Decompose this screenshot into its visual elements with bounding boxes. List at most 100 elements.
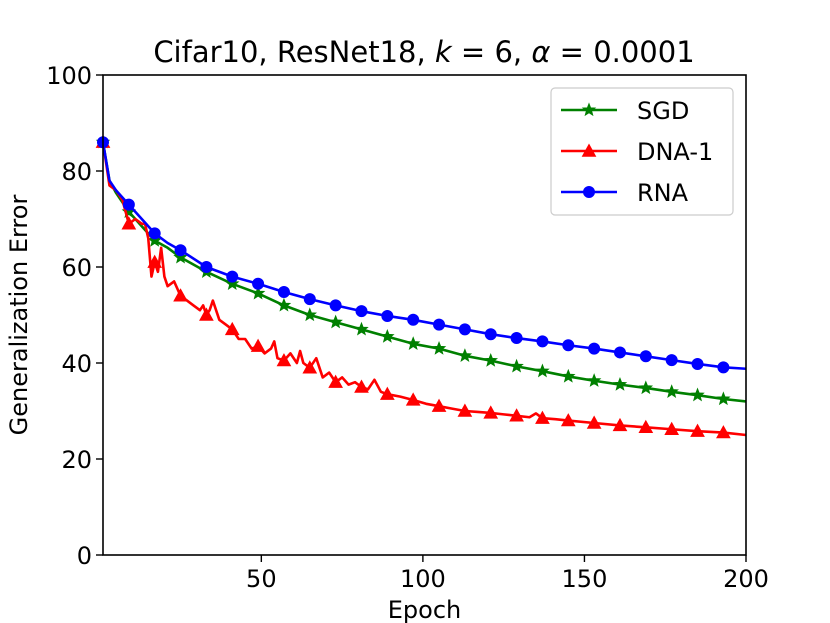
y-tick-label: 40 — [61, 350, 92, 378]
data-point — [588, 342, 601, 355]
legend-item: RNA — [561, 179, 689, 207]
data-point — [433, 318, 446, 331]
data-point — [664, 421, 680, 435]
plot-frame — [102, 74, 747, 556]
data-point — [355, 305, 368, 318]
data-point — [716, 425, 731, 439]
legend-marker — [581, 102, 597, 117]
y-tick-label: 80 — [61, 158, 92, 186]
data-point — [354, 379, 369, 393]
data-point — [328, 374, 343, 388]
data-point — [431, 398, 447, 412]
data-point — [147, 254, 163, 268]
data-point — [200, 261, 213, 273]
data-point — [250, 285, 266, 300]
data-point — [535, 410, 550, 424]
data-point — [224, 321, 240, 336]
data-point — [639, 350, 652, 363]
y-tick-label: 20 — [61, 446, 92, 474]
x-tick-label: 150 — [562, 565, 608, 593]
plot-area — [95, 134, 747, 439]
data-point — [665, 354, 678, 367]
data-point — [536, 335, 549, 348]
data-point — [535, 363, 550, 378]
legend-label: DNA-1 — [637, 138, 713, 166]
data-point — [250, 338, 266, 352]
data-point — [329, 299, 342, 312]
data-point — [510, 332, 523, 345]
data-point — [483, 352, 498, 367]
chart-title: Cifar10, ResNet18, k = 6, α = 0.0001 — [153, 35, 694, 69]
data-point — [560, 413, 576, 427]
data-point — [716, 391, 731, 406]
data-point — [147, 232, 162, 247]
data-point — [509, 408, 524, 422]
data-point — [691, 357, 704, 370]
data-point — [354, 321, 369, 336]
data-point — [483, 405, 499, 419]
data-point — [690, 387, 705, 402]
data-point — [664, 384, 679, 398]
axes: 50 100 150 200 0 20 40 60 80 100 — [46, 62, 769, 593]
x-axis-label: Epoch — [388, 596, 462, 623]
data-point — [276, 353, 292, 367]
data-point — [405, 336, 421, 350]
data-point — [225, 276, 240, 290]
data-point — [148, 227, 161, 240]
x-tick-label: 50 — [246, 565, 277, 593]
data-point — [199, 307, 214, 321]
data-point — [431, 340, 447, 355]
legend-marker — [583, 186, 595, 198]
data-point — [561, 368, 576, 383]
data-point — [226, 270, 239, 283]
data-point — [484, 328, 497, 341]
data-point — [405, 392, 421, 406]
data-point — [173, 288, 188, 302]
data-point — [252, 277, 265, 290]
data-point — [303, 293, 316, 306]
legend-marker — [581, 143, 597, 157]
y-tick-label: 60 — [61, 254, 92, 282]
title-part: = 0.0001 — [550, 35, 694, 69]
legend-item: DNA-1 — [561, 138, 713, 166]
data-point — [381, 309, 394, 322]
data-point — [562, 339, 575, 352]
data-point — [379, 386, 395, 400]
title-part: Cifar10, ResNet18, — [153, 35, 435, 69]
y-tick-label: 100 — [46, 62, 92, 90]
data-point — [328, 314, 343, 329]
data-point — [277, 285, 290, 298]
title-part: α — [531, 35, 550, 69]
data-point — [173, 249, 188, 264]
data-point — [613, 346, 626, 359]
series-line — [101, 142, 747, 437]
legend-item: SGD — [561, 97, 689, 125]
data-point — [586, 415, 602, 429]
data-point — [276, 297, 292, 312]
data-point — [380, 328, 395, 343]
series-rna — [97, 136, 747, 374]
y-tick-label: 0 — [77, 542, 92, 570]
x-tick-label: 100 — [400, 565, 446, 593]
data-point — [407, 313, 420, 326]
title-part: k — [435, 35, 453, 69]
data-point — [612, 376, 628, 391]
data-point — [457, 403, 473, 417]
x-tick-label: 200 — [723, 565, 769, 593]
data-point — [690, 423, 705, 437]
data-point — [174, 244, 187, 257]
legend-box — [550, 87, 734, 216]
data-point — [638, 419, 654, 434]
data-point — [638, 380, 654, 395]
data-point — [586, 373, 602, 387]
data-point — [121, 216, 137, 230]
data-point — [458, 323, 471, 336]
data-point — [457, 348, 473, 362]
data-point — [122, 198, 135, 211]
data-point — [612, 417, 628, 432]
legend-label: SGD — [637, 97, 689, 125]
legend: SGD DNA-1 RNA — [550, 87, 734, 216]
legend-label: RNA — [637, 179, 689, 207]
y-axis-label: Generalization Error — [5, 195, 33, 436]
